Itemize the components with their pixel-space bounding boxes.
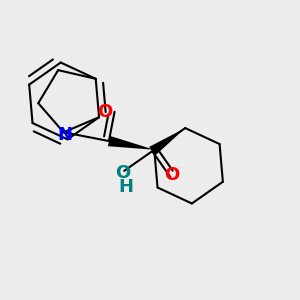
Polygon shape [108,136,154,150]
Text: O: O [115,164,130,181]
Polygon shape [149,128,185,155]
Text: O: O [164,166,180,184]
Text: O: O [97,103,112,121]
Text: H: H [118,178,134,196]
Text: N: N [58,126,73,144]
